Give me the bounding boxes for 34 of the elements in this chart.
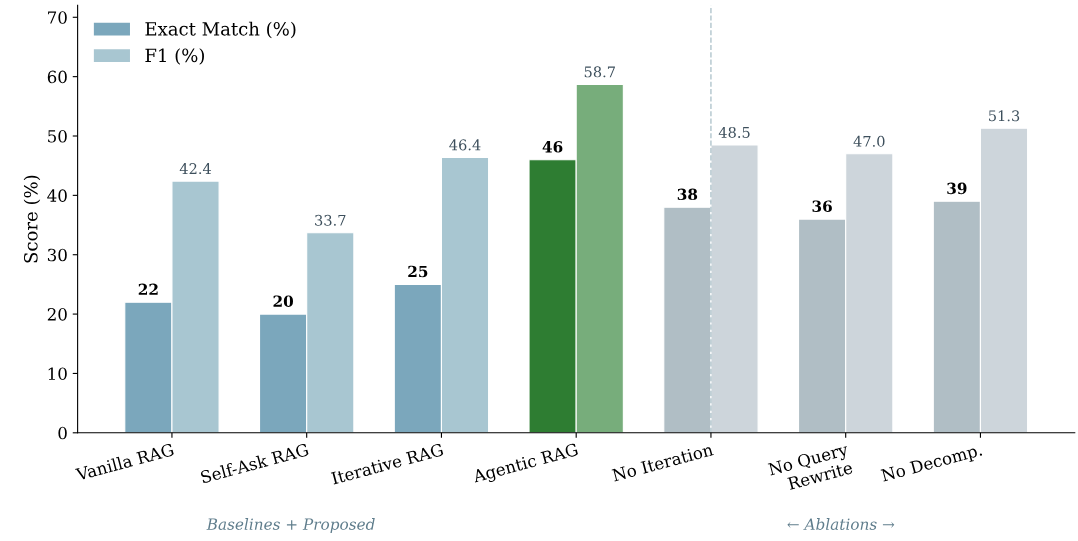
x-tick-label: Vanilla RAG [74, 442, 175, 481]
y-tick-label: 40 [47, 189, 67, 202]
legend-label: F1 (%) [145, 48, 204, 65]
data-label: 36 [812, 200, 832, 212]
data-label: 46.4 [449, 139, 481, 151]
data-label: 33.7 [315, 214, 346, 226]
data-label: 22 [138, 283, 158, 295]
x-tick-label: Self-Ask RAG [200, 442, 309, 484]
x-tick-label: No Query Rewrite [767, 442, 854, 490]
data-label: 47.0 [853, 135, 885, 147]
data-label: 46 [542, 141, 563, 153]
legend-label: Exact Match (%) [145, 21, 296, 39]
data-label: 25 [408, 265, 428, 278]
data-label: 38 [677, 188, 698, 201]
y-axis-title: Score (%) [23, 175, 41, 263]
data-label: 42.4 [179, 163, 212, 175]
x-tick-label: Iterative RAG [330, 443, 444, 485]
data-label: 39 [947, 182, 967, 195]
y-tick-label: 20 [47, 308, 67, 321]
data-label: 51.3 [989, 110, 1020, 122]
y-tick-label: 30 [47, 248, 67, 262]
y-tick-label: 50 [48, 129, 67, 143]
data-label: 58.7 [584, 66, 615, 78]
text: Baselines + Proposed [206, 518, 375, 533]
y-tick-label: 0 [58, 426, 67, 440]
data-label: 48.5 [718, 126, 750, 138]
y-tick-label: 10 [48, 367, 67, 381]
x-tick-label: No Iteration [611, 443, 714, 482]
y-tick-label: 70 [48, 11, 67, 24]
text: ← Ablations → [787, 518, 895, 530]
x-tick-label: Agentic RAG [471, 442, 580, 487]
data-label: 20 [273, 295, 294, 307]
x-tick-label: No Decomp. [880, 443, 984, 485]
y-tick-label: 60 [47, 70, 67, 84]
